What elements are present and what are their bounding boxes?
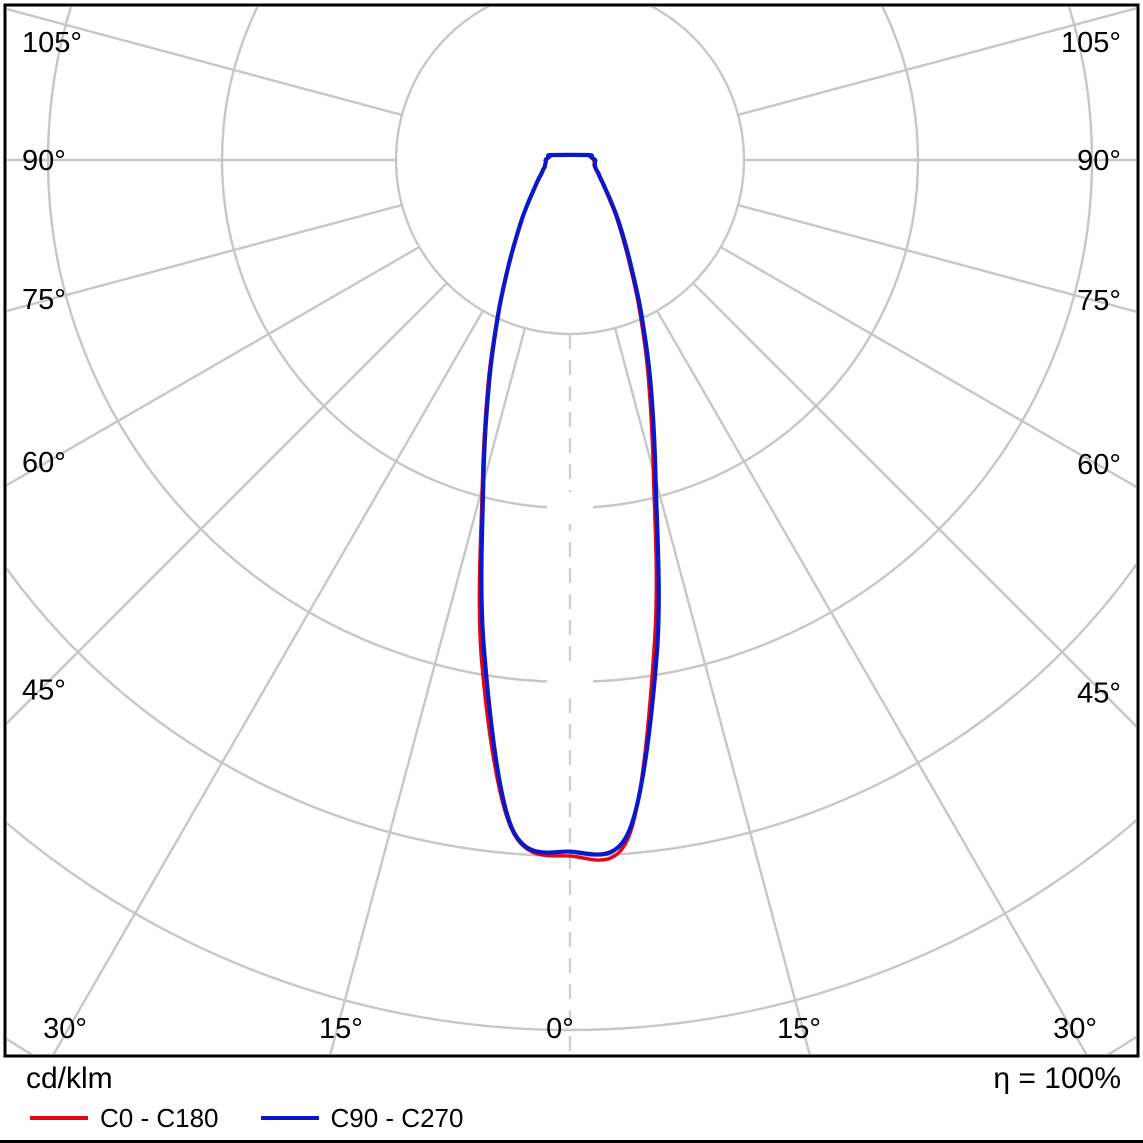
angle-label-60-right: 60° — [1077, 449, 1121, 481]
angle-label-30-left: 30° — [43, 1013, 87, 1045]
ring-label-patch — [547, 492, 593, 524]
grid-radial-60-right — [720, 245, 1136, 489]
ring-label-patch — [547, 666, 593, 698]
polar-grid — [7, 7, 1136, 1054]
grid-radial-75-left — [7, 203, 403, 313]
curve-c90-c270 — [479, 152, 661, 857]
legend-item-c90-c270: C90 - C270 — [260, 1103, 464, 1133]
grid-radial-15-right — [613, 327, 811, 1054]
angle-label-0-right: 0° — [546, 1013, 574, 1045]
angle-label-30-right: 30° — [1053, 1013, 1097, 1045]
grid-radial-105-left — [7, 7, 403, 117]
grid-radial-105-right — [737, 7, 1136, 117]
angle-label-45-right: 45° — [1077, 678, 1121, 710]
legend: C0 - C180 C90 - C270 — [0, 1104, 1143, 1132]
angle-label-60-left: 60° — [22, 447, 66, 479]
grid-radial-75-right — [737, 203, 1136, 313]
grid-radial-45-left — [7, 282, 448, 725]
angle-label-90-right: 90° — [1077, 145, 1121, 177]
legend-label-c90-c270: C90 - C270 — [330, 1103, 464, 1133]
angle-label-105-right: 105° — [1061, 27, 1121, 59]
grid-radial-60-left — [7, 245, 420, 487]
plot-border — [3, 3, 1140, 1058]
grid-radial-30-left — [52, 310, 485, 1054]
unit-label: cd/klm — [26, 1062, 113, 1095]
efficiency-label: η = 100% — [993, 1062, 1121, 1095]
grid-radial-15-left — [329, 327, 527, 1054]
polar-chart: 0° 15° 15° 30° 30° 45° 45° 60° 60° 75° 75° 90° 90° 10… — [3, 3, 1140, 1058]
grid-radial-45-right — [692, 282, 1136, 728]
angle-label-75-right: 75° — [1077, 285, 1121, 317]
grid-ring — [7, 562, 1136, 857]
legend-swatch-c0-c180-icon — [30, 1116, 88, 1120]
angle-label-75-left: 75° — [22, 284, 66, 316]
legend-label-c0-c180: C0 - C180 — [100, 1103, 219, 1133]
grid-ring — [220, 7, 920, 510]
footer-row: cd/klm η = 100% — [0, 1061, 1143, 1095]
grid-radial-30-right — [655, 310, 1088, 1054]
angle-label-15-right: 15° — [777, 1013, 821, 1045]
grid-ring — [7, 819, 1136, 1031]
bottom-rule — [0, 1140, 1143, 1143]
angle-label-15-left: 15° — [319, 1013, 363, 1045]
legend-swatch-c90-c270-icon — [260, 1116, 319, 1120]
angle-label-90-left: 90° — [22, 145, 66, 177]
intensity-curves — [477, 152, 661, 862]
angle-label-105-left: 105° — [22, 27, 82, 59]
grid-ring — [394, 7, 746, 336]
legend-item-c0-c180: C0 - C180 — [30, 1104, 219, 1132]
chart-footer: cd/klm η = 100% C0 - C180 C90 - C270 — [0, 1061, 1143, 1143]
angle-label-45-left: 45° — [22, 675, 66, 707]
